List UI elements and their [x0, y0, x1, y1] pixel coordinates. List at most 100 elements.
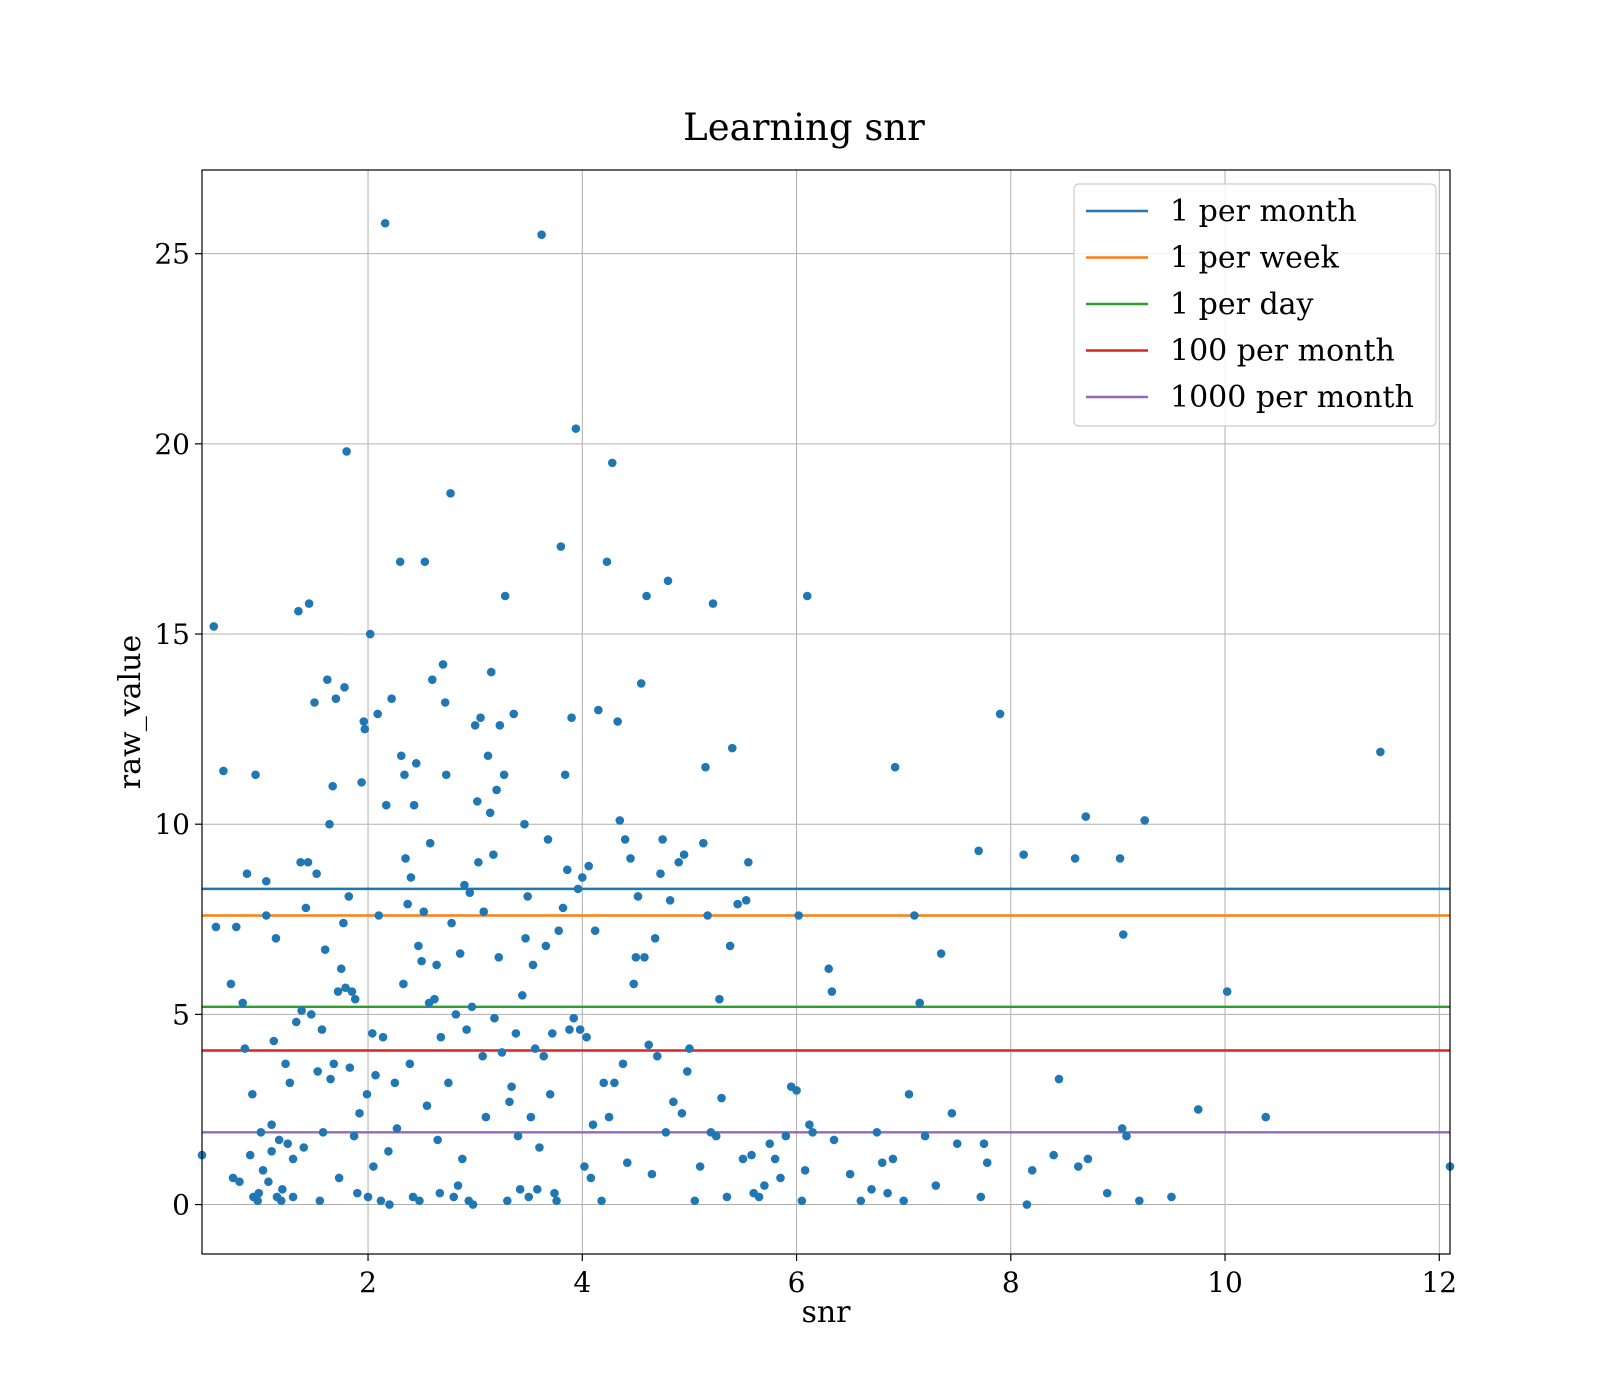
legend: 1 per month 1 per week 1 per day 100 per mo…	[1073, 183, 1437, 427]
scatter-point	[363, 1192, 373, 1202]
scatter-point	[258, 1166, 268, 1175]
scatter-point	[511, 1029, 521, 1038]
scatter-point	[465, 888, 475, 897]
scatter-point	[541, 941, 551, 951]
scatter-point	[1102, 1188, 1112, 1198]
legend-entry: 1 per week	[1170, 241, 1340, 276]
scatter-point	[797, 1196, 807, 1206]
scatter-point	[733, 899, 742, 909]
scatter-point	[1167, 1192, 1176, 1202]
scatter-point	[420, 557, 430, 567]
scatter-point	[378, 1032, 388, 1042]
scatter-point	[682, 1067, 692, 1076]
scatter-point	[802, 591, 812, 601]
scatter-point	[329, 1059, 339, 1069]
scatter-point	[486, 667, 496, 677]
scatter-point	[738, 1154, 748, 1164]
scatter-point	[674, 857, 684, 867]
scatter-point	[613, 717, 622, 726]
scatter-point	[451, 1010, 461, 1019]
scatter-point	[347, 987, 357, 996]
scatter-point	[1115, 854, 1125, 863]
scatter-point	[562, 865, 572, 875]
scatter-point	[808, 1127, 817, 1137]
scatter-point	[325, 819, 334, 829]
scatter-point	[920, 1131, 930, 1141]
scatter-point	[333, 987, 343, 996]
scatter-point	[867, 1185, 876, 1194]
scatter-point	[384, 1147, 393, 1156]
scatter-point	[537, 230, 546, 239]
scatter-point	[1376, 747, 1385, 757]
scatter-point	[403, 899, 412, 909]
scatter-point	[717, 1093, 726, 1103]
scatter-point	[584, 861, 594, 871]
scatter-point	[433, 1135, 442, 1145]
scatter-point	[276, 1196, 286, 1206]
scatter-point	[995, 709, 1005, 719]
scatter-point	[827, 987, 837, 996]
scatter-point	[770, 1154, 780, 1164]
scatter-point	[554, 926, 564, 936]
scatter-point	[385, 1200, 394, 1209]
scatter-point	[1118, 930, 1128, 939]
scatter-point	[473, 797, 482, 806]
scatter-point	[1054, 1074, 1064, 1084]
scatter-point	[345, 1063, 355, 1072]
scatter-point	[368, 1029, 377, 1038]
y-tick-label: 25	[154, 238, 190, 271]
scatter-point	[650, 934, 660, 943]
scatter-point	[824, 964, 833, 974]
scatter-point	[513, 1131, 523, 1141]
scatter-point	[582, 1032, 591, 1042]
scatter-point	[226, 979, 236, 989]
scatter-point	[301, 903, 311, 913]
scatter-point	[441, 770, 451, 780]
scatter-point	[800, 1166, 810, 1175]
scatter-point	[360, 724, 370, 734]
scatter-point	[509, 709, 519, 719]
scatter-point	[1193, 1105, 1203, 1114]
scatter-point	[336, 964, 346, 974]
x-axis: 2 4 6 8 10 12	[359, 1254, 1457, 1299]
scatter-point	[264, 1177, 273, 1187]
scatter-point	[369, 1162, 378, 1171]
legend-entry: 1000 per month	[1170, 380, 1414, 415]
scatter-point	[507, 1082, 516, 1091]
scatter-point	[904, 1089, 914, 1099]
scatter-point	[523, 892, 532, 901]
scatter-point	[288, 1192, 298, 1202]
scatter-point	[805, 1120, 814, 1129]
scatter-point	[209, 622, 219, 631]
scatter-point	[610, 1078, 619, 1088]
scatter-point	[285, 1078, 295, 1088]
scatter-point	[618, 1059, 628, 1069]
scatter-point	[888, 1154, 898, 1164]
scatter-point	[211, 922, 221, 932]
scatter-point	[317, 1025, 327, 1034]
scatter-point	[479, 907, 489, 916]
scatter-point	[238, 998, 248, 1008]
scatter-point	[373, 709, 382, 719]
scatter-point	[313, 1067, 322, 1076]
scatter-point	[483, 751, 493, 761]
scatter-point	[497, 1048, 507, 1057]
x-axis-label: snr	[801, 1295, 851, 1330]
scatter-point	[535, 1143, 544, 1152]
scatter-point	[254, 1188, 264, 1198]
scatter-point	[240, 1044, 250, 1053]
scatter-point	[400, 770, 409, 780]
scatter-point	[245, 1150, 255, 1160]
scatter-point	[432, 960, 441, 970]
scatter-point	[690, 1196, 700, 1206]
scatter-point	[602, 557, 612, 567]
scatter-point	[274, 1135, 284, 1145]
scatter-point	[435, 1188, 445, 1198]
scatter-point	[727, 743, 737, 753]
scatter-point	[339, 918, 348, 928]
scatter-point	[515, 1185, 525, 1194]
scatter-point	[399, 979, 408, 989]
scatter-point	[1222, 987, 1232, 996]
y-tick-label: 5	[172, 998, 190, 1031]
scatter-point	[622, 1158, 632, 1168]
